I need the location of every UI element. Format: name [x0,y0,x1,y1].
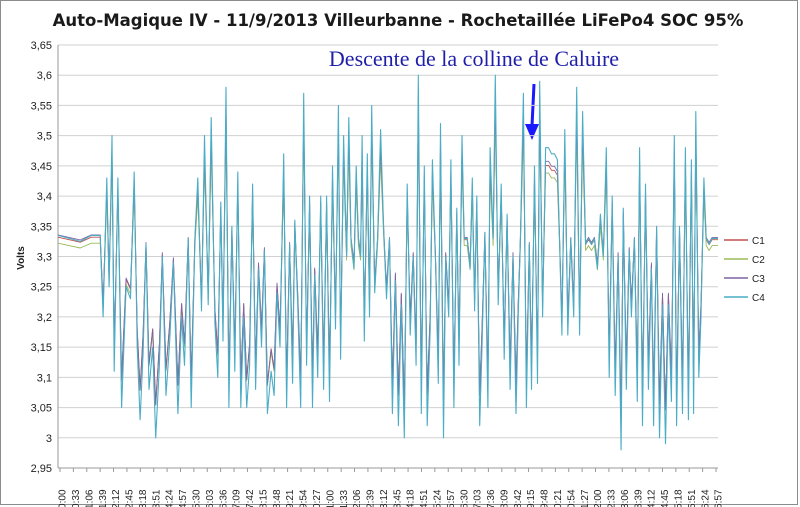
x-tick-label: 11:00 [325,489,336,507]
x-tick-label: 12:06 [352,489,363,507]
x-tick-label: 12:39 [366,489,377,507]
legend-label-c1: C1 [752,236,765,247]
x-tick-label: 04:57 [178,489,189,507]
y-tick-label: 3,1 [37,372,52,384]
y-tick-label: 3,6 [37,70,52,82]
x-tick-label: 10:27 [312,489,323,507]
x-tick-label: 13:12 [379,489,390,507]
x-tick-label: 25:51 [687,489,698,507]
y-tick-label: 3,65 [31,40,52,52]
x-tick-label: 08:48 [272,489,283,507]
x-tick-label: 20:21 [553,489,564,507]
y-tick-label: 3,4 [37,191,52,203]
x-tick-label: 06:36 [218,489,229,507]
x-tick-label: 18:42 [513,489,524,507]
y-tick-label: 3,35 [31,221,52,233]
x-tick-label: 20:54 [566,489,577,507]
x-tick-label: 15:57 [446,489,457,507]
x-tick-label: 22:00 [593,489,604,507]
y-tick-label: 3,3 [37,252,52,264]
x-tick-label: 21:27 [580,489,591,507]
x-tick-label: 19:15 [526,489,537,507]
x-tick-label: 04:24 [165,489,176,507]
y-tick-labels: 2,95 3 3,05 3,1 3,15 3,2 3,25 3,3 3,35 3,4 3,45 3,5… [31,40,52,475]
y-tick-label: 3,5 [37,131,52,143]
x-tick-label: 03:18 [138,489,149,507]
series-line-c4 [57,74,718,451]
annotation-arrow [525,83,539,140]
x-tick-label: 11:33 [339,489,350,507]
y-tick-label: 3,25 [31,282,52,294]
x-tick-label: 09:21 [285,489,296,507]
x-tick-label: 24:45 [660,489,671,507]
x-tick-label: 06:03 [205,489,216,507]
y-tick-label: 2,95 [31,463,52,475]
legend-label-c2: C2 [752,255,765,266]
legend-label-c4: C4 [752,293,765,304]
x-tick-labels: 00:00 00:33 01:06 01:39 02:12 02:45 03:18 03:51… [58,468,725,507]
x-tick-label: 09:54 [299,489,310,507]
y-tick-label: 3,15 [31,342,52,354]
x-tick-label: 03:51 [151,489,162,507]
x-tick-label: 22:33 [607,489,618,507]
x-tick-label: 18:09 [499,489,510,507]
x-tick-label: 16:30 [459,489,470,507]
x-tick-label: 24:12 [647,489,658,507]
x-tick-label: 14:51 [419,489,430,507]
x-tick-label: 08:15 [258,489,269,507]
x-tick-label: 01:39 [98,489,109,507]
y-axis-label: Volts [16,246,27,270]
x-tick-label: 00:33 [71,489,82,507]
x-tick-label: 01:06 [84,489,95,507]
x-tick-label: 00:00 [58,489,69,507]
x-tick-label: 14:18 [406,489,417,507]
x-tick-label: 19:48 [540,489,551,507]
x-tick-label: 07:42 [245,489,256,507]
x-tick-label: 17:36 [486,489,497,507]
x-tick-label: 17:03 [473,489,484,507]
y-tick-label: 3,05 [31,403,52,415]
x-tick-label: 05:30 [192,489,203,507]
chart-title: Auto-Magique IV - 11/9/2013 Villeurbanne… [53,11,744,30]
x-tick-label: 07:09 [232,489,243,507]
x-tick-label: 13:45 [392,489,403,507]
x-tick-label: 02:12 [111,489,122,507]
y-tick-label: 3,2 [37,312,52,324]
legend-label-c3: C3 [752,274,765,285]
series-layer [57,74,718,451]
x-tick-label: 25:18 [673,489,684,507]
annotation-text: Descente de la colline de Caluire [329,46,619,71]
x-tick-label: 02:45 [125,489,136,507]
y-tick-label: 3,55 [31,100,52,112]
x-tick-label: 15:24 [432,489,443,507]
x-tick-label: 23:39 [633,489,644,507]
y-tick-label: 3 [46,433,52,445]
y-tick-label: 3,45 [31,161,52,173]
x-tick-label: 26:57 [714,489,725,507]
legend: C1 C2 C3 C4 [724,236,765,304]
x-tick-label: 26:24 [700,489,711,507]
x-tick-label: 23:06 [620,489,631,507]
